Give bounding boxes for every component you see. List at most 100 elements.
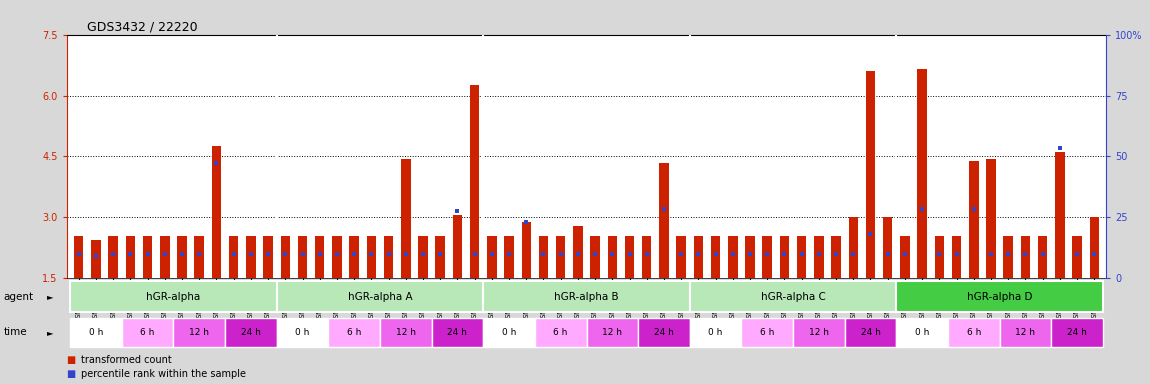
- Bar: [436, 236, 445, 278]
- Bar: [332, 236, 342, 278]
- Bar: [225, 318, 277, 347]
- Text: 24 h: 24 h: [860, 328, 881, 337]
- Bar: [535, 318, 586, 347]
- Bar: [693, 236, 703, 278]
- Text: 24 h: 24 h: [654, 328, 674, 337]
- Bar: [690, 281, 896, 312]
- Bar: [900, 236, 910, 278]
- Bar: [538, 236, 549, 278]
- Bar: [488, 236, 497, 278]
- Bar: [70, 318, 122, 347]
- Bar: [122, 318, 174, 347]
- Text: transformed count: transformed count: [81, 355, 171, 365]
- Bar: [74, 236, 84, 278]
- Bar: [277, 281, 483, 312]
- Text: 0 h: 0 h: [296, 328, 309, 337]
- Bar: [797, 236, 806, 278]
- Bar: [470, 85, 480, 278]
- Bar: [883, 217, 892, 278]
- Bar: [987, 159, 996, 278]
- Bar: [367, 236, 376, 278]
- Bar: [948, 318, 999, 347]
- Bar: [281, 236, 290, 278]
- Bar: [143, 236, 152, 278]
- Bar: [624, 236, 635, 278]
- Text: agent: agent: [3, 291, 33, 302]
- Bar: [160, 236, 169, 278]
- Bar: [91, 240, 101, 278]
- Bar: [745, 236, 754, 278]
- Text: 0 h: 0 h: [501, 328, 516, 337]
- Text: 6 h: 6 h: [140, 328, 155, 337]
- Text: ►: ►: [47, 328, 54, 337]
- Text: 0 h: 0 h: [708, 328, 723, 337]
- Bar: [952, 236, 961, 278]
- Text: ■: ■: [67, 355, 79, 365]
- Bar: [177, 236, 186, 278]
- Bar: [1072, 236, 1082, 278]
- Text: 0 h: 0 h: [89, 328, 104, 337]
- Text: time: time: [3, 327, 28, 337]
- Bar: [866, 71, 875, 278]
- Bar: [277, 318, 328, 347]
- Bar: [780, 236, 789, 278]
- Bar: [125, 236, 135, 278]
- Bar: [419, 236, 428, 278]
- Bar: [918, 69, 927, 278]
- Bar: [1021, 236, 1030, 278]
- Bar: [849, 217, 858, 278]
- Bar: [659, 162, 668, 278]
- Bar: [969, 161, 979, 278]
- Bar: [711, 236, 720, 278]
- Text: 0 h: 0 h: [915, 328, 929, 337]
- Text: 12 h: 12 h: [396, 328, 416, 337]
- Bar: [999, 318, 1051, 347]
- Bar: [483, 318, 535, 347]
- Text: 6 h: 6 h: [347, 328, 361, 337]
- Text: 12 h: 12 h: [190, 328, 209, 337]
- Text: 6 h: 6 h: [553, 328, 568, 337]
- Bar: [1089, 217, 1099, 278]
- Text: 24 h: 24 h: [1067, 328, 1087, 337]
- Bar: [762, 236, 772, 278]
- Bar: [212, 146, 221, 278]
- Bar: [831, 236, 841, 278]
- Text: hGR-alpha: hGR-alpha: [146, 291, 200, 302]
- Bar: [108, 236, 118, 278]
- Bar: [1055, 152, 1065, 278]
- Text: hGR-alpha D: hGR-alpha D: [967, 291, 1033, 302]
- Bar: [793, 318, 845, 347]
- Bar: [642, 236, 651, 278]
- Bar: [690, 318, 742, 347]
- Bar: [1038, 236, 1048, 278]
- Text: GDS3432 / 22220: GDS3432 / 22220: [87, 20, 198, 33]
- Text: 12 h: 12 h: [603, 328, 622, 337]
- Text: 6 h: 6 h: [760, 328, 774, 337]
- Bar: [328, 318, 380, 347]
- Bar: [586, 318, 638, 347]
- Bar: [298, 236, 307, 278]
- Bar: [896, 281, 1103, 312]
- Text: 24 h: 24 h: [447, 328, 467, 337]
- Bar: [590, 236, 600, 278]
- Bar: [483, 281, 690, 312]
- Text: 12 h: 12 h: [808, 328, 829, 337]
- Bar: [350, 236, 359, 278]
- Bar: [263, 236, 273, 278]
- Bar: [573, 225, 583, 278]
- Bar: [505, 236, 514, 278]
- Text: ■: ■: [67, 369, 79, 379]
- Bar: [638, 318, 690, 347]
- Text: percentile rank within the sample: percentile rank within the sample: [81, 369, 245, 379]
- Bar: [70, 281, 277, 312]
- Text: 12 h: 12 h: [1015, 328, 1035, 337]
- Bar: [1051, 318, 1103, 347]
- Bar: [229, 236, 238, 278]
- Bar: [174, 318, 225, 347]
- Text: hGR-alpha A: hGR-alpha A: [347, 291, 412, 302]
- Bar: [522, 222, 531, 278]
- Bar: [401, 159, 411, 278]
- Bar: [315, 236, 324, 278]
- Bar: [431, 318, 483, 347]
- Bar: [194, 236, 204, 278]
